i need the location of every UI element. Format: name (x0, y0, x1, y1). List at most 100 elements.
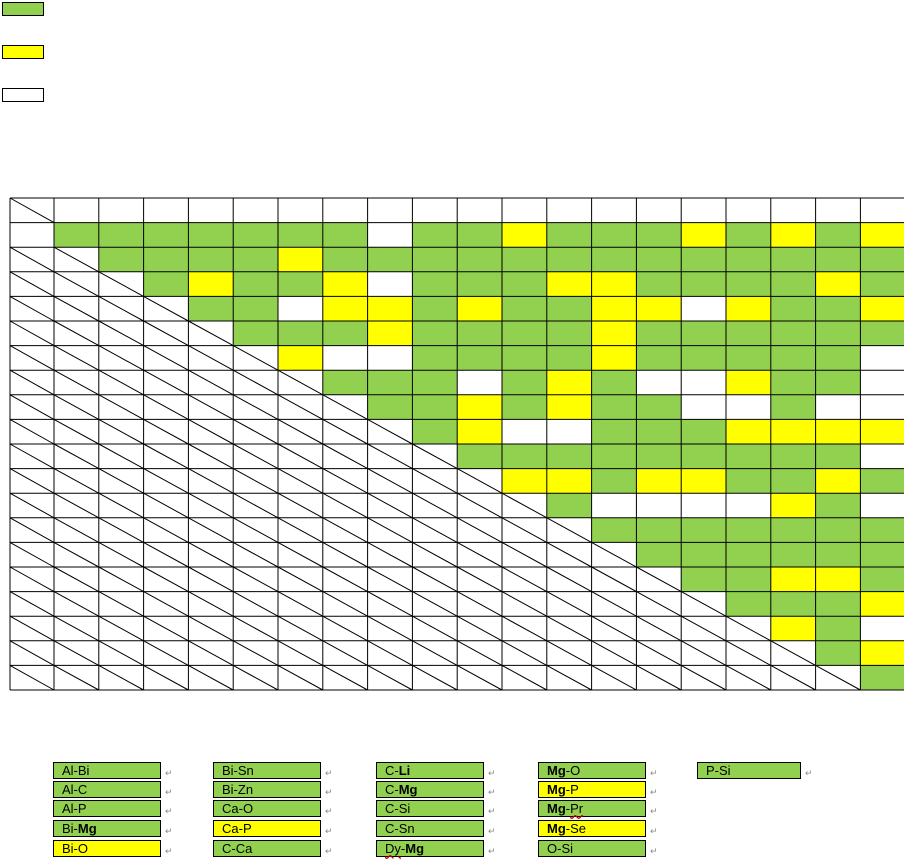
hatch-diagonal (188, 369, 234, 396)
matrix-cell (770, 394, 816, 420)
hatch-diagonal (143, 566, 189, 593)
hatch-diagonal (412, 443, 458, 470)
hatch-diagonal (456, 517, 503, 543)
hatch-diagonal (53, 664, 100, 691)
matrix-cell (815, 591, 861, 617)
matrix-cell (815, 616, 861, 641)
hatch-diagonal (456, 468, 503, 494)
pair-label: Al-P (53, 800, 161, 817)
matrix-cell (636, 444, 682, 469)
matrix-cell (636, 493, 682, 518)
matrix-cell (591, 419, 637, 444)
pair-label: C-Ca (213, 840, 321, 857)
hatch-diagonal (98, 492, 144, 519)
hatch-diagonal (9, 345, 55, 371)
matrix-cell (860, 517, 904, 543)
pair-label: Mg-Pr (538, 800, 646, 817)
matrix-cell (233, 321, 278, 346)
pair-label: C-Si (376, 800, 484, 817)
hatch-diagonal (9, 664, 55, 691)
hatch-diagonal (501, 517, 548, 543)
matrix-cell (815, 370, 861, 395)
hatch-diagonal (53, 271, 100, 297)
hatch-diagonal (232, 468, 279, 494)
matrix-cell (770, 247, 816, 272)
matrix-cell (278, 296, 323, 321)
hatch-diagonal (98, 345, 144, 371)
hatch-diagonal (188, 394, 234, 420)
matrix-cell (681, 493, 726, 518)
hatch-diagonal (546, 640, 592, 666)
pair-label: Ca-O (213, 800, 321, 817)
matrix-cell (681, 394, 726, 420)
matrix-cell (143, 271, 189, 297)
hatch-diagonal (232, 517, 279, 543)
matrix-cell (860, 616, 904, 641)
hatch-diagonal (53, 591, 100, 617)
matrix-cell (591, 517, 637, 543)
hatch-diagonal (770, 640, 816, 666)
hatch-diagonal (53, 246, 100, 273)
matrix-cell (636, 321, 682, 346)
paragraph-mark-icon: ↵ (650, 826, 658, 836)
matrix-cell (860, 665, 904, 690)
hatch-diagonal (53, 443, 100, 470)
matrix-cell (412, 271, 458, 297)
hatch-diagonal (98, 369, 144, 396)
hatch-diagonal (143, 394, 189, 420)
hatch-diagonal (412, 468, 458, 494)
matrix-cell (681, 222, 726, 248)
hatch-diagonal (501, 541, 548, 568)
hatch-diagonal (277, 541, 324, 568)
hatch-diagonal (188, 640, 234, 666)
paragraph-mark-icon: ↵ (165, 826, 173, 836)
hatch-diagonal (53, 517, 100, 543)
hatch-diagonal (456, 492, 503, 519)
matrix-cell (726, 296, 771, 321)
matrix-cell (546, 345, 592, 371)
legend-yellow-swatch (2, 45, 44, 59)
hatch-diagonal (188, 345, 234, 371)
matrix-cell (860, 222, 904, 248)
hatch-diagonal (367, 615, 413, 642)
hatch-diagonal (591, 566, 637, 593)
hatch-diagonal (188, 492, 234, 519)
matrix-cell (457, 444, 502, 469)
hatch-diagonal (367, 517, 413, 543)
matrix-cell (860, 468, 904, 494)
matrix-cell (591, 394, 637, 420)
corner-diagonal (9, 197, 55, 224)
matrix-cell (815, 567, 861, 592)
matrix-cell (636, 296, 682, 321)
pair-label: Ca-P (213, 820, 321, 837)
matrix-cell (457, 296, 502, 321)
matrix-cell (546, 419, 592, 444)
hatch-diagonal (322, 443, 368, 470)
matrix-cell (815, 444, 861, 469)
matrix-cell (143, 222, 189, 248)
legend-green-swatch (2, 2, 44, 16)
matrix-cell (681, 468, 726, 494)
hatch-diagonal (9, 468, 55, 494)
matrix-cell (502, 370, 547, 395)
matrix-cell (188, 271, 234, 297)
hatch-diagonal (636, 566, 682, 593)
matrix-cell (188, 296, 234, 321)
matrix-cell (681, 370, 726, 395)
hatch-diagonal (9, 246, 55, 273)
hatch-diagonal (456, 615, 503, 642)
hatch-diagonal (188, 468, 234, 494)
pair-label: P-Si (697, 762, 801, 779)
matrix-cell (815, 271, 861, 297)
matrix-cell (457, 271, 502, 297)
hatch-diagonal (456, 566, 503, 593)
hatch-diagonal (322, 492, 368, 519)
hatch-diagonal (232, 345, 279, 371)
matrix-cell (98, 247, 144, 272)
matrix-cell (367, 247, 413, 272)
matrix-cell (278, 271, 323, 297)
pair-label: Bi-Zn (213, 781, 321, 798)
hatch-diagonal (546, 566, 592, 593)
hatch-diagonal (9, 517, 55, 543)
hatch-diagonal (143, 541, 189, 568)
